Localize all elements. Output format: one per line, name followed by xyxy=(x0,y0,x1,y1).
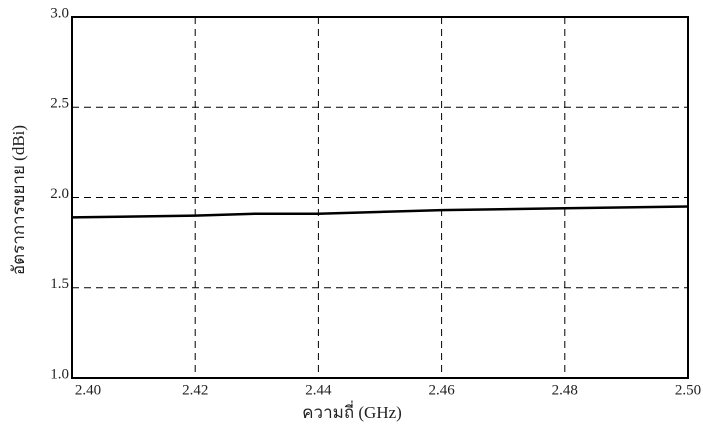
x-tick-label: 2.46 xyxy=(428,382,455,398)
y-tick-label: 3.0 xyxy=(50,5,69,21)
x-tick-label: 2.42 xyxy=(182,382,208,398)
x-tick-label: 2.40 xyxy=(75,382,101,398)
x-tick-label: 2.50 xyxy=(675,382,701,398)
plot-frame xyxy=(71,16,689,379)
y-tick-label: 2.5 xyxy=(50,96,69,112)
x-axis-label: ความถี่ (GHz) xyxy=(302,400,402,422)
y-tick-label: 1.0 xyxy=(50,366,69,382)
data-line xyxy=(71,205,689,219)
y-tick-label: 1.5 xyxy=(50,276,69,292)
y-axis-label: อัตราการขยาย (dBi) xyxy=(9,125,28,275)
x-tick-label: 2.48 xyxy=(552,382,578,398)
x-tick-label: 2.44 xyxy=(305,382,332,398)
y-tick-label: 2.0 xyxy=(50,186,69,202)
